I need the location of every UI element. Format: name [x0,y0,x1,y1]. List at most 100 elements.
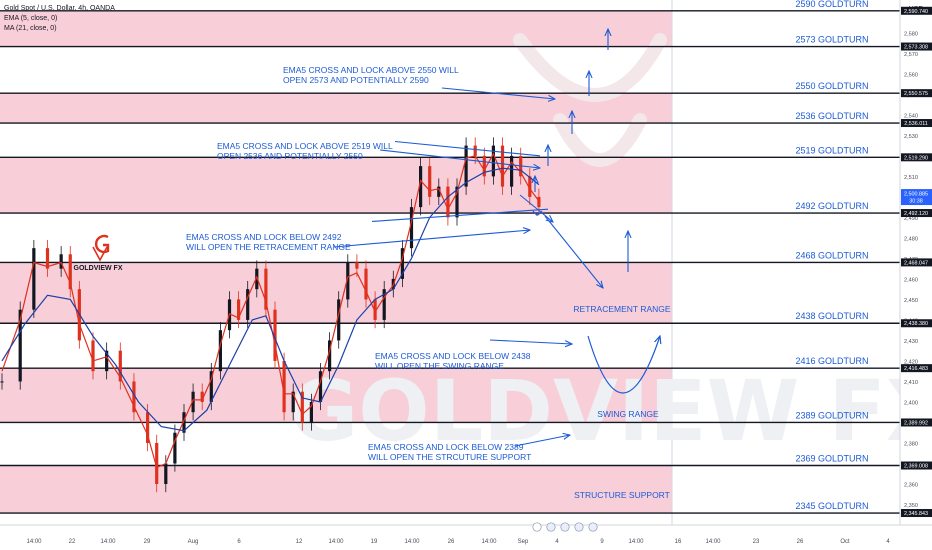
y-tick-2350: 2,350 [904,503,918,509]
candle-body-24 [264,268,268,310]
candle-body-32 [337,299,341,341]
ema-line [1,152,540,469]
candle-body-0 [0,381,4,383]
candle-body-9 [118,350,122,382]
candle-body-37 [382,289,386,320]
x-tick-7: 14:00 [328,539,344,545]
x-tick-16: 16 [675,539,682,545]
y-tick-2530: 2,530 [904,134,918,140]
candle-body-16 [191,391,195,413]
x-tick-3: 29 [144,539,151,545]
triangle-top-line [394,140,541,157]
level-badge-text-6: 2,468.047 [904,260,928,266]
current-price-badge [901,189,932,206]
event-icon-0 [532,522,542,532]
y-tick-2380: 2,380 [904,441,918,447]
level-badge-11 [901,509,932,518]
level-name-10: 2369 GOLDTURN [795,454,868,464]
triangle-bottom-line [371,208,549,223]
demand-zone-5 [0,465,672,514]
level-name-1: 2573 GOLDTURN [795,35,868,45]
candle-body-41 [419,166,423,208]
goldview-logo: GOLDVIEW FX [74,234,123,272]
demand-zone-2 [0,157,672,214]
level-badge-7 [901,319,932,328]
level-badge-text-0: 2,590.740 [904,9,928,15]
candle-body-34 [355,262,359,269]
level-badge-5 [901,209,932,218]
y-tick-2420: 2,420 [904,359,918,365]
level-badge-6 [901,258,932,267]
x-tick-0: 14:00 [26,539,42,545]
y-tick-2560: 2,560 [904,72,918,78]
candle-body-12 [155,442,159,484]
y-tick-2360: 2,360 [904,482,918,488]
annotation-2-line-1: WILL OPEN THE RETRACEMENT RANGE [186,242,351,252]
candle-body-26 [282,360,286,413]
level-badge-text-4: 2,519.290 [904,155,928,161]
x-tick-6: 12 [296,539,303,545]
candle-body-3 [45,248,50,269]
level-badge-text-3: 2,536.011 [904,121,928,127]
x-tick-18: 23 [753,539,760,545]
level-badge-2 [901,89,932,98]
x-tick-15: 14:00 [628,539,644,545]
arrow-to-2536 [379,149,540,168]
x-tick-19: 26 [797,539,804,545]
y-tick-2460: 2,460 [904,277,918,283]
arrow-to-2573 [441,87,555,99]
x-tick-5: 6 [237,539,241,545]
arrow-down-retracement [544,215,603,288]
candle-body-18 [209,371,213,402]
logo-g-mark [95,234,110,254]
y-tick-2450: 2,450 [904,298,918,304]
x-tick-11: 14:00 [481,539,497,545]
swing-curve [587,336,660,394]
candle-body-17 [200,391,204,402]
level-badge-4 [901,153,932,162]
logo-v-mark [92,246,108,262]
candle-body-13 [164,463,168,484]
level-badge-3 [901,119,932,128]
level-name-0: 2590 GOLDTURN [795,0,868,9]
level-badge-text-9: 2,389.992 [904,420,928,426]
candle-body-23 [255,268,259,290]
candle-body-15 [182,412,186,433]
demand-zone-1 [0,93,672,124]
level-name-2: 2550 GOLDTURN [795,81,868,91]
annotation-1-line-0: EMA5 CROSS AND LOCK ABOVE 2519 WILL [217,141,393,151]
y-tick-2510: 2,510 [904,175,918,181]
candle-body-54 [537,196,541,208]
level-badge-text-2: 2,550.575 [904,91,928,97]
logo-text: GOLDVIEW FX [74,265,123,272]
candle-body-10 [132,381,136,413]
level-name-5: 2492 GOLDTURN [795,201,868,211]
candle-body-25 [273,309,277,361]
candle-body-36 [373,299,377,320]
level-badge-text-5: 2,492.120 [904,211,928,217]
annotation-0-line-1: OPEN 2573 AND POTENTIALLY 2590 [283,75,429,85]
demand-zone-4 [0,368,672,423]
candle-body-39 [400,248,404,279]
level-badge-text-1: 2,573.308 [904,45,928,51]
candle-body-42 [428,166,432,197]
level-badge-0 [901,6,932,15]
ma-line [1,167,540,432]
level-badge-text-11: 2,345.843 [904,511,928,517]
y-tick-2490: 2,490 [904,216,918,222]
level-badge-text-10: 2,369.008 [904,464,928,470]
event-icon-4 [588,522,598,532]
x-tick-10: 26 [448,539,455,545]
x-tick-1: 22 [69,539,76,545]
y-tick-2410: 2,410 [904,380,918,386]
candle-body-14 [173,432,177,464]
watermark-text: GOLDVIEW FX [289,362,932,460]
annotation-0-line-0: EMA5 CROSS AND LOCK ABOVE 2550 WILL [283,65,459,75]
candle-body-7 [91,340,95,372]
level-name-3: 2536 GOLDTURN [795,111,868,121]
candle-body-27 [291,391,295,413]
x-tick-9: 14:00 [404,539,420,545]
event-icon-3 [574,522,584,532]
candle-body-28 [300,391,304,423]
